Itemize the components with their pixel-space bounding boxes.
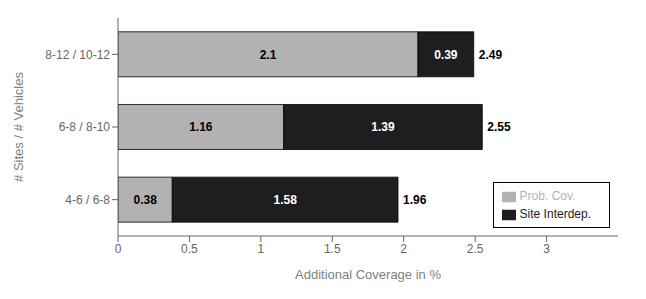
svg-text:2: 2 <box>400 242 407 256</box>
svg-text:1.39: 1.39 <box>371 120 395 134</box>
svg-text:1.16: 1.16 <box>189 120 213 134</box>
svg-text:0.5: 0.5 <box>181 242 198 256</box>
svg-text:1.5: 1.5 <box>324 242 341 256</box>
svg-text:6-8 / 8-10: 6-8 / 8-10 <box>59 120 111 134</box>
svg-text:0.39: 0.39 <box>434 48 458 62</box>
svg-text:1: 1 <box>258 242 265 256</box>
html-text:Prob. Cov.: Prob. Cov. <box>519 189 576 203</box>
svg-text:0: 0 <box>115 242 122 256</box>
svg-text:3: 3 <box>543 242 550 256</box>
svg-text:1.58: 1.58 <box>273 193 297 207</box>
html-text:Site Interdep.: Site Interdep. <box>519 207 591 221</box>
svg-text:# Sites / # Vehicles: # Sites / # Vehicles <box>11 72 26 182</box>
svg-text:2.1: 2.1 <box>260 48 277 62</box>
svg-text:4-6 / 6-8: 4-6 / 6-8 <box>65 193 110 207</box>
svg-text:2.5: 2.5 <box>467 242 484 256</box>
svg-text:0.38: 0.38 <box>133 193 157 207</box>
svg-text:2.55: 2.55 <box>487 120 511 134</box>
svg-text:2.49: 2.49 <box>479 48 503 62</box>
svg-text:8-12 / 10-12: 8-12 / 10-12 <box>45 48 110 62</box>
svg-text:1.96: 1.96 <box>403 193 427 207</box>
svg-text:Additional Coverage in %: Additional Coverage in % <box>295 267 441 282</box>
